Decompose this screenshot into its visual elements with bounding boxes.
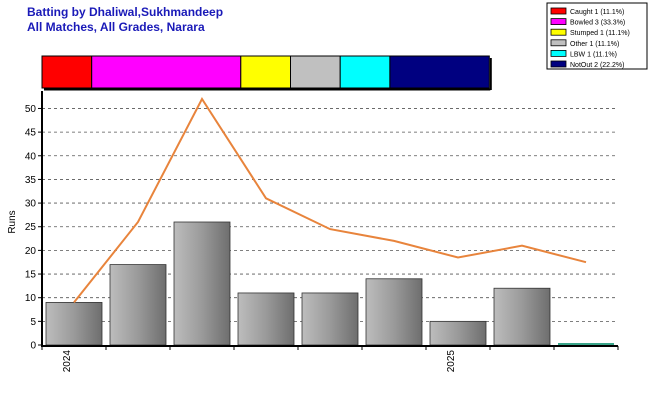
bar-2 <box>173 221 231 346</box>
y-tick-label-25: 25 <box>25 222 37 233</box>
axes: 0 5 10 15 20 25 30 35 40 45 50 <box>25 91 619 352</box>
bar-4 <box>301 292 359 346</box>
y-tick-label-35: 35 <box>25 175 37 186</box>
y-tick-label-45: 45 <box>25 128 37 139</box>
legend-label-4: LBW 1 (11.1%) <box>570 51 617 58</box>
bar-7 <box>493 287 551 346</box>
y-tick-label-20: 20 <box>25 246 37 257</box>
y-tick-label-40: 40 <box>25 151 37 162</box>
y-tick-label-10: 10 <box>25 293 37 304</box>
legend-swatch-3 <box>550 39 567 47</box>
bar-1 <box>109 264 167 346</box>
chart-subtitle: All Matches, All Grades, Narara <box>27 20 205 34</box>
runs-line <box>73 97 587 304</box>
x-tick-label-2025: 2025 <box>446 350 457 373</box>
legend-label-2: Stumped 1 (11.1%) <box>570 30 630 37</box>
legend-swatch-5 <box>550 60 567 68</box>
bar-0 <box>45 302 103 346</box>
legend: Caught 1 (11.1%) Bowled 3 (33.3%) Stumped … <box>546 2 648 70</box>
bar-5 <box>365 278 423 346</box>
legend-swatch-2 <box>550 28 567 36</box>
bar-6 <box>429 320 487 346</box>
bar-8 <box>558 343 614 345</box>
legend-label-1: Bowled 3 (33.3%) <box>570 20 625 27</box>
dismissal-segment-2 <box>240 55 292 89</box>
chart-title: Batting by Dhaliwal,Sukhmandeep <box>27 5 224 19</box>
bars <box>45 221 614 346</box>
dismissal-segment-1 <box>91 55 242 89</box>
dismissal-segment-3 <box>290 55 341 89</box>
dismissal-segment-0 <box>41 55 93 89</box>
legend-label-3: Other 1 (11.1%) <box>570 41 619 48</box>
y-tick-label-50: 50 <box>25 104 37 115</box>
y-tick-label-15: 15 <box>25 270 37 281</box>
y-tick-label-5: 5 <box>30 317 36 328</box>
legend-swatch-1 <box>550 18 567 26</box>
y-tick-label-0: 0 <box>30 341 36 352</box>
y-tick-label-30: 30 <box>25 199 37 210</box>
bar-3 <box>237 292 295 346</box>
legend-swatch-0 <box>550 7 567 15</box>
legend-label-0: Caught 1 (11.1%) <box>570 9 624 16</box>
dismissal-segment-5 <box>389 55 490 89</box>
legend-swatch-4 <box>550 50 567 57</box>
dismissal-bar <box>41 55 492 91</box>
legend-label-5: NotOut 2 (22.2%) <box>570 62 624 69</box>
x-tick-label-2024: 2024 <box>62 350 73 373</box>
dismissal-segment-4 <box>339 55 391 89</box>
y-axis-label: Runs <box>7 210 18 233</box>
runs-line-path <box>73 97 587 304</box>
